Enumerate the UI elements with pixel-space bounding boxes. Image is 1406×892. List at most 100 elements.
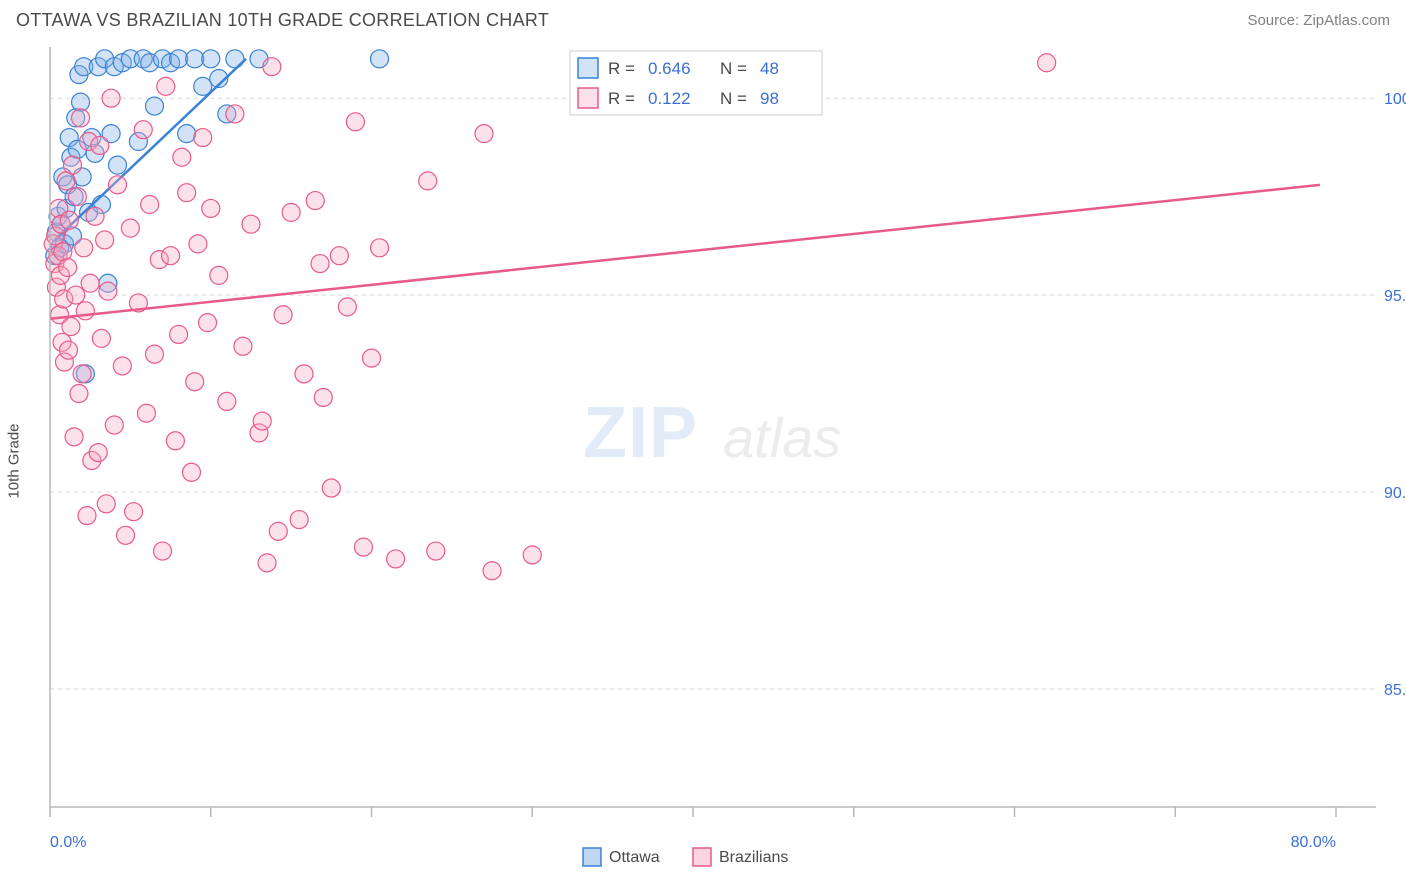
scatter-point xyxy=(109,176,127,194)
scatter-point xyxy=(269,522,287,540)
scatter-point xyxy=(109,156,127,174)
stat-label: R = xyxy=(608,89,635,108)
scatter-point xyxy=(113,357,131,375)
scatter-point xyxy=(330,247,348,265)
legend-swatch xyxy=(578,88,598,108)
scatter-point xyxy=(371,239,389,257)
y-tick-label: 100.0% xyxy=(1384,91,1406,108)
scatter-point xyxy=(338,298,356,316)
scatter-point xyxy=(121,219,139,237)
stat-n-value: 98 xyxy=(760,89,779,108)
scatter-point xyxy=(173,148,191,166)
scatter-point xyxy=(78,507,96,525)
stat-n-value: 48 xyxy=(760,59,779,78)
scatter-point xyxy=(76,302,94,320)
scatter-point xyxy=(387,550,405,568)
scatter-point xyxy=(141,196,159,214)
x-tick-label: 80.0% xyxy=(1291,834,1336,851)
scatter-point xyxy=(68,188,86,206)
scatter-point xyxy=(157,77,175,95)
scatter-point xyxy=(137,404,155,422)
scatter-point xyxy=(89,444,107,462)
scatter-point xyxy=(419,172,437,190)
scatter-point xyxy=(258,554,276,572)
scatter-point xyxy=(134,121,152,139)
y-axis-label: 10th Grade xyxy=(6,423,23,498)
legend-label: Ottawa xyxy=(609,849,660,866)
scatter-point xyxy=(186,373,204,391)
scatter-point xyxy=(75,239,93,257)
scatter-point xyxy=(218,392,236,410)
y-tick-label: 90.0% xyxy=(1384,485,1406,502)
scatter-point xyxy=(170,50,188,68)
chart-header: OTTAWA VS BRAZILIAN 10TH GRADE CORRELATI… xyxy=(0,0,1406,37)
scatter-point xyxy=(371,50,389,68)
scatter-point xyxy=(322,479,340,497)
scatter-point xyxy=(483,562,501,580)
legend-label: Brazilians xyxy=(719,849,788,866)
scatter-point xyxy=(86,207,104,225)
legend-swatch xyxy=(693,848,711,866)
scatter-point xyxy=(186,50,204,68)
scatter-point xyxy=(314,388,332,406)
scatter-point xyxy=(182,463,200,481)
scatter-point xyxy=(62,318,80,336)
y-tick-label: 95.0% xyxy=(1384,288,1406,305)
scatter-point xyxy=(91,136,109,154)
scatter-point xyxy=(306,192,324,210)
scatter-point xyxy=(311,255,329,273)
scatter-point xyxy=(178,125,196,143)
scatter-point xyxy=(65,428,83,446)
x-tick-label: 0.0% xyxy=(50,834,86,851)
scatter-point xyxy=(363,349,381,367)
chart-source: Source: ZipAtlas.com xyxy=(1247,12,1390,29)
scatter-point xyxy=(263,58,281,76)
scatter-point xyxy=(290,511,308,529)
y-tick-label: 85.0% xyxy=(1384,682,1406,699)
scatter-point xyxy=(274,306,292,324)
watermark: ZIP xyxy=(583,393,698,473)
legend-swatch xyxy=(583,848,601,866)
scatter-point xyxy=(194,129,212,147)
scatter-point xyxy=(282,203,300,221)
scatter-point xyxy=(170,325,188,343)
stat-label: N = xyxy=(720,89,747,108)
scatter-point xyxy=(59,341,77,359)
stat-r-value: 0.122 xyxy=(648,89,691,108)
scatter-point xyxy=(72,109,90,127)
stat-r-value: 0.646 xyxy=(648,59,691,78)
stat-label: N = xyxy=(720,59,747,78)
scatter-point xyxy=(162,247,180,265)
scatter-point xyxy=(154,542,172,560)
scatter-point xyxy=(1038,54,1056,72)
scatter-point xyxy=(475,125,493,143)
chart-area: 10th Grade 85.0%90.0%95.0%100.0%ZIPatlas… xyxy=(0,37,1406,885)
scatter-point xyxy=(81,274,99,292)
scatter-point xyxy=(189,235,207,253)
trend-line xyxy=(50,185,1320,319)
scatter-point xyxy=(234,337,252,355)
scatter-point xyxy=(253,412,271,430)
scatter-point xyxy=(199,314,217,332)
scatter-point xyxy=(105,416,123,434)
scatter-point xyxy=(202,50,220,68)
scatter-point xyxy=(73,365,91,383)
legend-swatch xyxy=(578,58,598,78)
scatter-point xyxy=(523,546,541,564)
scatter-point xyxy=(242,215,260,233)
scatter-point xyxy=(117,526,135,544)
scatter-point xyxy=(92,329,110,347)
scatter-point xyxy=(59,259,77,277)
scatter-point xyxy=(202,199,220,217)
scatter-point xyxy=(145,345,163,363)
scatter-point xyxy=(96,231,114,249)
scatter-chart: 85.0%90.0%95.0%100.0%ZIPatlas0.0%80.0%R … xyxy=(0,37,1406,885)
scatter-point xyxy=(64,156,82,174)
scatter-point xyxy=(346,113,364,131)
scatter-point xyxy=(427,542,445,560)
chart-title: OTTAWA VS BRAZILIAN 10TH GRADE CORRELATI… xyxy=(16,10,549,31)
scatter-point xyxy=(67,286,85,304)
scatter-point xyxy=(145,97,163,115)
scatter-point xyxy=(295,365,313,383)
scatter-point xyxy=(226,105,244,123)
